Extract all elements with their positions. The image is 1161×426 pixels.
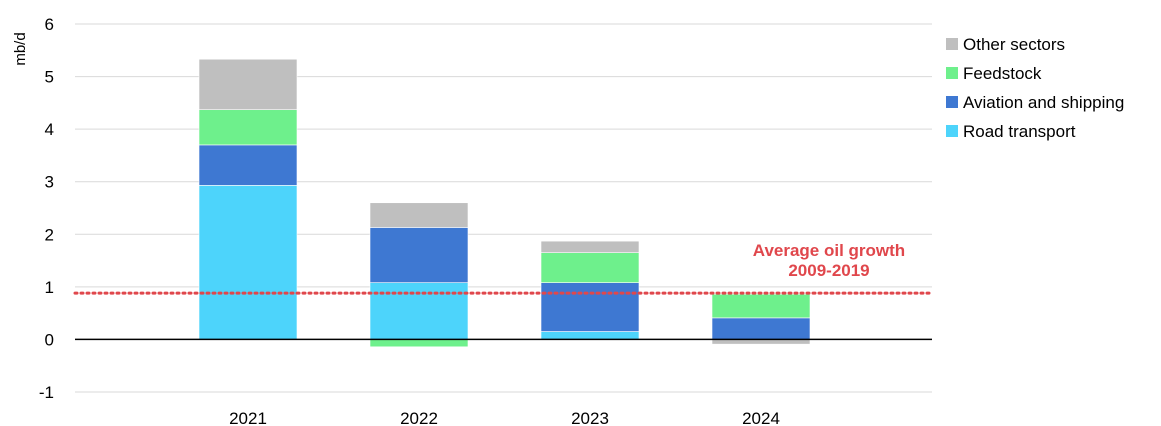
- bar-segment: [198, 185, 298, 340]
- bar-segment: [711, 317, 811, 340]
- y-tick-label: 1: [45, 278, 54, 297]
- legend-swatch: [946, 67, 958, 79]
- legend-swatch: [946, 96, 958, 108]
- y-axis-title: mb/d: [12, 32, 29, 65]
- bar-segment: [540, 282, 640, 332]
- axes: -1 0 1 2 3 4 5 6 2021 2022 2023 2024: [39, 15, 932, 426]
- y-tick-label: 5: [45, 68, 54, 87]
- x-tick-label: 2023: [571, 409, 609, 426]
- y-tick-label: 6: [45, 15, 54, 34]
- bar-segment: [711, 293, 811, 319]
- y-tick-label: 2: [45, 225, 54, 244]
- y-tick-label: 0: [45, 330, 54, 349]
- y-tick-label: 3: [45, 173, 54, 192]
- bar-segment: [369, 282, 469, 340]
- y-tick-label: 4: [45, 120, 54, 139]
- legend-label: Other sectors: [963, 35, 1065, 54]
- bar-segment: [198, 144, 298, 186]
- x-tick-label: 2022: [400, 409, 438, 426]
- bar-segment: [369, 202, 469, 228]
- bars: [198, 58, 811, 348]
- bar-segment: [540, 252, 640, 283]
- bar-segment: [369, 339, 469, 348]
- reference-line-label: Average oil growth: [753, 241, 905, 260]
- reference-line-label: 2009-2019: [788, 261, 869, 280]
- bar-segment: [540, 331, 640, 340]
- x-tick-label: 2024: [742, 409, 780, 426]
- legend-label: Road transport: [963, 122, 1076, 141]
- legend-label: Feedstock: [963, 64, 1042, 83]
- x-tick-label: 2021: [229, 409, 267, 426]
- bar-segment: [540, 240, 640, 253]
- bar-segment: [198, 58, 298, 110]
- bar-segment: [198, 109, 298, 146]
- legend-swatch: [946, 125, 958, 137]
- y-tick-label: -1: [39, 383, 54, 402]
- bar-segment: [369, 227, 469, 283]
- legend-label: Aviation and shipping: [963, 93, 1124, 112]
- legend: Other sectors Feedstock Aviation and shipp…: [946, 35, 1124, 141]
- legend-swatch: [946, 38, 958, 50]
